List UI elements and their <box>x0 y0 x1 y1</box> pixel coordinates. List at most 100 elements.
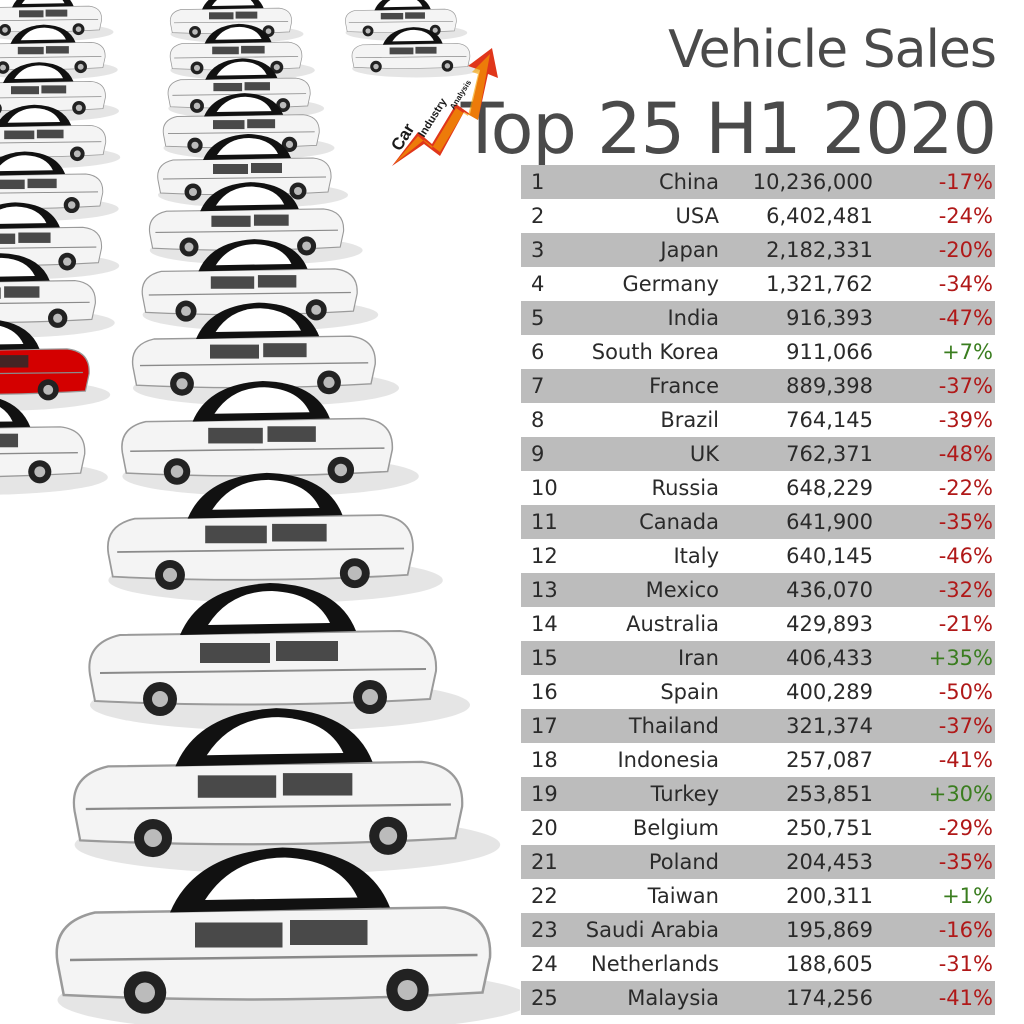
country-cell: UK <box>689 442 719 466</box>
country-cell: Italy <box>673 544 719 568</box>
country-cell: Canada <box>639 510 719 534</box>
change-cell: -16% <box>938 918 993 942</box>
sales-cell: 429,893 <box>786 612 873 636</box>
table-row: 13 Mexico 436,070 -32% <box>521 573 995 607</box>
change-cell: -31% <box>938 952 993 976</box>
country-cell: India <box>667 306 719 330</box>
country-cell: Iran <box>677 646 719 670</box>
car-middle-11 <box>88 583 470 731</box>
table-row: 21 Poland 204,453 -35% <box>521 845 995 879</box>
car-middle-10 <box>106 472 443 604</box>
rank-cell: 10 <box>531 476 558 500</box>
sales-cell: 204,453 <box>786 850 873 874</box>
rank-cell: 15 <box>531 646 558 670</box>
table-row: 24 Netherlands 188,605 -31% <box>521 947 995 981</box>
table-row: 2 USA 6,402,481 -24% <box>521 199 995 233</box>
country-cell: Turkey <box>650 782 719 806</box>
table-row: 6 South Korea 911,066 +7% <box>521 335 995 369</box>
change-cell: -50% <box>938 680 993 704</box>
sales-table: 1 China 10,236,000 -17% 2 USA 6,402,481 -24% 3 Ja… <box>521 165 995 1015</box>
country-cell: Indonesia <box>617 748 719 772</box>
rank-cell: 4 <box>531 272 545 296</box>
sales-cell: 174,256 <box>786 986 873 1010</box>
rank-cell: 6 <box>531 340 545 364</box>
car-middle-6 <box>148 182 363 265</box>
table-row: 18 Indonesia 257,087 -41% <box>521 743 995 777</box>
change-cell: -22% <box>938 476 993 500</box>
table-row: 16 Spain 400,289 -50% <box>521 675 995 709</box>
sales-cell: 195,869 <box>786 918 873 942</box>
change-cell: -37% <box>938 714 993 738</box>
sales-cell: 889,398 <box>786 374 873 398</box>
change-cell: -39% <box>938 408 993 432</box>
table-row: 20 Belgium 250,751 -29% <box>521 811 995 845</box>
sales-cell: 400,289 <box>786 680 873 704</box>
rank-cell: 1 <box>531 170 545 194</box>
change-cell: -35% <box>938 510 993 534</box>
car-middle-9 <box>121 381 419 497</box>
rank-cell: 14 <box>531 612 558 636</box>
table-row: 15 Iran 406,433 +35% <box>521 641 995 675</box>
country-cell: South Korea <box>591 340 719 364</box>
car-left-8 <box>0 320 111 411</box>
table-row: 22 Taiwan 200,311 +1% <box>521 879 995 913</box>
logo-word-analysis: Analysis <box>448 78 473 111</box>
table-row: 11 Canada 641,900 -35% <box>521 505 995 539</box>
country-cell: Saudi Arabia <box>585 918 719 942</box>
sales-cell: 250,751 <box>786 816 873 840</box>
change-cell: -35% <box>938 850 993 874</box>
rank-cell: 25 <box>531 986 558 1010</box>
table-row: 9 UK 762,371 -48% <box>521 437 995 471</box>
rank-cell: 17 <box>531 714 558 738</box>
car-middle-12 <box>72 708 501 874</box>
sales-cell: 406,433 <box>786 646 873 670</box>
table-row: 25 Malaysia 174,256 -41% <box>521 981 995 1015</box>
car-left-6 <box>0 202 120 280</box>
change-cell: +35% <box>928 646 993 670</box>
car-right-2 <box>351 27 482 78</box>
change-cell: -29% <box>938 816 993 840</box>
car-left-9 <box>0 398 108 495</box>
rank-cell: 19 <box>531 782 558 806</box>
change-cell: +1% <box>942 884 993 908</box>
rank-cell: 16 <box>531 680 558 704</box>
rank-cell: 22 <box>531 884 558 908</box>
country-cell: Thailand <box>628 714 719 738</box>
change-cell: -24% <box>938 204 993 228</box>
rank-cell: 8 <box>531 408 545 432</box>
sales-cell: 436,070 <box>786 578 873 602</box>
table-row: 8 Brazil 764,145 -39% <box>521 403 995 437</box>
sales-cell: 1,321,762 <box>766 272 873 296</box>
sales-cell: 916,393 <box>786 306 873 330</box>
table-row: 14 Australia 429,893 -21% <box>521 607 995 641</box>
country-cell: Poland <box>648 850 719 874</box>
table-row: 3 Japan 2,182,331 -20% <box>521 233 995 267</box>
change-cell: +30% <box>928 782 993 806</box>
change-cell: -46% <box>938 544 993 568</box>
country-cell: China <box>659 170 719 194</box>
change-cell: -20% <box>938 238 993 262</box>
table-row: 17 Thailand 321,374 -37% <box>521 709 995 743</box>
change-cell: -17% <box>938 170 993 194</box>
sales-cell: 764,145 <box>786 408 873 432</box>
table-row: 23 Saudi Arabia 195,869 -16% <box>521 913 995 947</box>
sales-cell: 253,851 <box>786 782 873 806</box>
rank-cell: 7 <box>531 374 545 398</box>
rank-cell: 12 <box>531 544 558 568</box>
rank-cell: 23 <box>531 918 558 942</box>
car-middle-13 <box>55 847 520 1024</box>
change-cell: -37% <box>938 374 993 398</box>
change-cell: -21% <box>938 612 993 636</box>
country-cell: Mexico <box>645 578 719 602</box>
table-row: 7 France 889,398 -37% <box>521 369 995 403</box>
country-cell: Malaysia <box>627 986 719 1010</box>
sales-cell: 321,374 <box>786 714 873 738</box>
car-industry-analysis-logo: Car Industry Analysis <box>387 48 498 166</box>
table-row: 12 Italy 640,145 -46% <box>521 539 995 573</box>
rank-cell: 5 <box>531 306 545 330</box>
country-cell: Belgium <box>632 816 719 840</box>
rank-cell: 20 <box>531 816 558 840</box>
table-row: 10 Russia 648,229 -22% <box>521 471 995 505</box>
sales-cell: 200,311 <box>786 884 873 908</box>
